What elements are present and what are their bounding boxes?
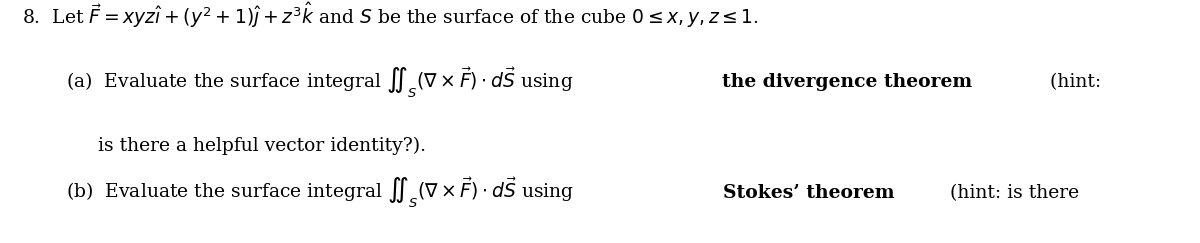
Text: (a)  Evaluate the surface integral $\iint_{S}(\nabla \times \vec{F}) \cdot d\vec: (a) Evaluate the surface integral $\iint… — [66, 65, 574, 100]
Text: (hint: is there: (hint: is there — [944, 184, 1079, 202]
Text: Stokes’ theorem: Stokes’ theorem — [722, 184, 894, 202]
Text: is there a helpful vector identity?).: is there a helpful vector identity?). — [98, 136, 426, 155]
Text: (hint:: (hint: — [1044, 73, 1102, 91]
Text: (b)  Evaluate the surface integral $\iint_{S}(\nabla \times \vec{F}) \cdot d\vec: (b) Evaluate the surface integral $\iint… — [66, 176, 575, 210]
Text: 8.  Let $\vec{F} = xyz\hat{\imath} + (y^2 + 1)\hat{\jmath} + z^3\hat{k}$ and $S$: 8. Let $\vec{F} = xyz\hat{\imath} + (y^2… — [22, 0, 758, 30]
Text: the divergence theorem: the divergence theorem — [721, 73, 972, 91]
